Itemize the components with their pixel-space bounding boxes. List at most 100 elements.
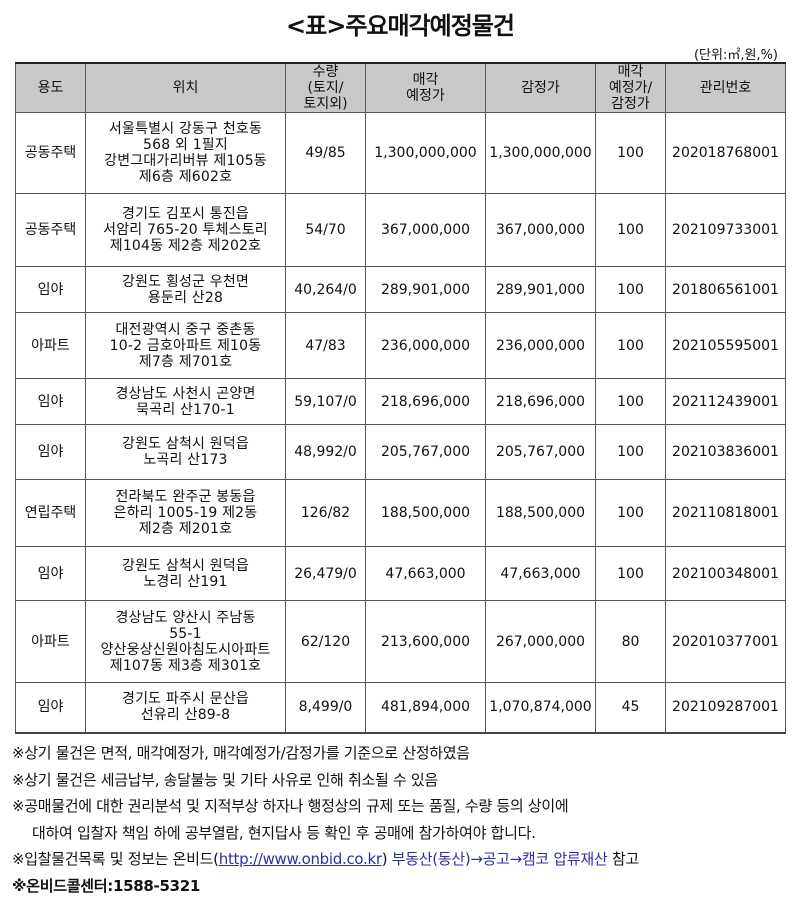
table-row: 임야 강원도 삼척시 원덕읍 노경리 산191 26,479/0 47,663,000… (15, 546, 786, 601)
cell-sale-price: 213,600,000 (365, 600, 486, 683)
table-row: 연립주택 전라북도 완주군 봉동읍 은하리 1005-19 제2동 제2층 제20… (15, 479, 786, 547)
note-1: ※상기 물건은 면적, 매각예정가, 매각예정가/감정가를 기준으로 산정하였음 (12, 744, 470, 762)
header-ratio: 매각 예정가/ 감정가 (595, 62, 666, 113)
table-row: 임야 경상남도 사천시 곤양면 묵곡리 산170-1 59,107/0 218,696… (15, 378, 786, 425)
table-row: 임야 강원도 횡성군 우천면 용둔리 산28 40,264/0 289,901,000… (15, 266, 786, 313)
cell-id: 202100348001 (665, 546, 786, 601)
cell-location: 경기도 파주시 문산읍 선유리 산89-8 (85, 682, 286, 733)
cell-appraisal: 367,000,000 (485, 193, 596, 267)
cell-appraisal: 289,901,000 (485, 266, 596, 313)
cell-use: 임야 (15, 682, 86, 733)
note-5-callcenter: ※온비드콜센터:1588-5321 (12, 876, 201, 895)
note-2: ※상기 물건은 세금납부, 송달불능 및 기타 사유로 인해 취소될 수 있음 (12, 770, 438, 789)
table-row: 공동주택 경기도 김포시 통진읍 서암리 765-20 투체스토리 제104동 제… (15, 193, 786, 267)
cell-id: 202110818001 (665, 479, 786, 547)
cell-appraisal: 188,500,000 (485, 479, 596, 547)
cell-sale-price: 205,767,000 (365, 424, 486, 480)
header-location: 위치 (85, 62, 286, 113)
cell-sale-price: 367,000,000 (365, 193, 486, 267)
cell-ratio: 100 (595, 546, 666, 601)
cell-location: 강원도 횡성군 우천면 용둔리 산28 (85, 266, 286, 313)
cell-id: 202105595001 (665, 312, 786, 379)
cell-appraisal: 218,696,000 (485, 378, 596, 425)
cell-sale-price: 218,696,000 (365, 378, 486, 425)
cell-quantity: 54/70 (285, 193, 366, 267)
cell-quantity: 47/83 (285, 312, 366, 379)
cell-id: 202010377001 (665, 600, 786, 683)
cell-id: 202018768001 (665, 112, 786, 194)
note-3-cont: 대하여 입찰자 책임 하에 공부열람, 현지답사 등 확인 후 공매에 참가하여… (32, 823, 536, 842)
cell-ratio: 100 (595, 112, 666, 194)
cell-location: 경상남도 사천시 곤양면 묵곡리 산170-1 (85, 378, 286, 425)
cell-appraisal: 47,663,000 (485, 546, 596, 601)
cell-appraisal: 205,767,000 (485, 424, 596, 480)
page-title: <표>주요매각예정물건 (286, 12, 515, 40)
cell-location: 강원도 삼척시 원덕읍 노곡리 산173 (85, 424, 286, 480)
cell-use: 임야 (15, 266, 86, 313)
cell-quantity: 26,479/0 (285, 546, 366, 601)
table-row: 아파트 경상남도 양산시 주남동 55-1 양산웅상신원아침도시아파트 제107동… (15, 600, 786, 683)
table-header-row: 용도 위치 수량 (토지/ 토지외) 매각 예정가 감정가 매각 예정가/ 감정가 관리번호 (15, 62, 786, 113)
cell-id: 202103836001 (665, 424, 786, 480)
cell-ratio: 80 (595, 600, 666, 683)
cell-use: 임야 (15, 378, 86, 425)
table-row: 아파트 대전광역시 중구 중촌동 10-2 금호아파트 제10동 제7층 제701… (15, 312, 786, 379)
onbid-link[interactable]: http://www.onbid.co.kr (218, 850, 382, 868)
cell-sale-price: 1,300,000,000 (365, 112, 486, 194)
cell-use: 공동주택 (15, 193, 86, 267)
cell-sale-price: 481,894,000 (365, 682, 486, 733)
cell-ratio: 100 (595, 193, 666, 267)
header-quantity: 수량 (토지/ 토지외) (285, 62, 366, 113)
table-row: 공동주택 서울특별시 강동구 천호동 568 외 1필지 강변그대가리버뷰 제10… (15, 112, 786, 194)
cell-appraisal: 236,000,000 (485, 312, 596, 379)
header-use: 용도 (15, 62, 86, 113)
table-row: 임야 강원도 삼척시 원덕읍 노곡리 산173 48,992/0 205,767,00… (15, 424, 786, 480)
cell-ratio: 100 (595, 266, 666, 313)
note-4-prefix: ※입찰물건목록 및 정보는 온비드( (12, 850, 219, 868)
cell-use: 아파트 (15, 312, 86, 379)
cell-use: 연립주택 (15, 479, 86, 547)
cell-ratio: 45 (595, 682, 666, 733)
cell-location: 전라북도 완주군 봉동읍 은하리 1005-19 제2동 제2층 제201호 (85, 479, 286, 547)
cell-ratio: 100 (595, 312, 666, 379)
notes: ※상기 물건은 면적, 매각예정가, 매각예정가/감정가를 기준으로 산정하였음… (12, 740, 639, 899)
note-4: ※입찰물건목록 및 정보는 온비드(http://www.onbid.co.kr… (12, 846, 639, 873)
cell-use: 임야 (15, 546, 86, 601)
cell-location: 대전광역시 중구 중촌동 10-2 금호아파트 제10동 제7층 제701호 (85, 312, 286, 379)
cell-use: 임야 (15, 424, 86, 480)
cell-use: 아파트 (15, 600, 86, 683)
cell-ratio: 100 (595, 424, 666, 480)
property-table: 용도 위치 수량 (토지/ 토지외) 매각 예정가 감정가 매각 예정가/ 감정가 관리번호… (15, 62, 786, 734)
note-3: ※공매물건에 대한 권리분석 및 지적부상 하자나 행정상의 규제 또는 품질,… (12, 797, 569, 815)
note-4-suffix: 참고 (611, 850, 639, 868)
cell-location: 경상남도 양산시 주남동 55-1 양산웅상신원아침도시아파트 제107동 제3… (85, 600, 286, 683)
cell-ratio: 100 (595, 378, 666, 425)
cell-location: 강원도 삼척시 원덕읍 노경리 산191 (85, 546, 286, 601)
header-sale-price: 매각 예정가 (365, 62, 486, 113)
unit-label: (단위:㎡,원,%) (693, 48, 778, 63)
cell-sale-price: 47,663,000 (365, 546, 486, 601)
table-row: 임야 경기도 파주시 문산읍 선유리 산89-8 8,499/0 481,894,00… (15, 682, 786, 733)
cell-id: 202112439001 (665, 378, 786, 425)
cell-quantity: 59,107/0 (285, 378, 366, 425)
cell-quantity: 8,499/0 (285, 682, 366, 733)
cell-location: 경기도 김포시 통진읍 서암리 765-20 투체스토리 제104동 제2층 제… (85, 193, 286, 267)
cell-sale-price: 289,901,000 (365, 266, 486, 313)
cell-ratio: 100 (595, 479, 666, 547)
cell-location: 서울특별시 강동구 천호동 568 외 1필지 강변그대가리버뷰 제105동 제… (85, 112, 286, 194)
cell-quantity: 62/120 (285, 600, 366, 683)
note-4-paren: ) (381, 850, 388, 868)
cell-id: 201806561001 (665, 266, 786, 313)
cell-quantity: 48,992/0 (285, 424, 366, 480)
header-id: 관리번호 (665, 62, 786, 113)
note-4-path: 부동산(동산)→공고→캠코 압류재산 (391, 850, 608, 868)
cell-use: 공동주택 (15, 112, 86, 194)
cell-quantity: 49/85 (285, 112, 366, 194)
cell-sale-price: 188,500,000 (365, 479, 486, 547)
cell-appraisal: 267,000,000 (485, 600, 596, 683)
cell-id: 202109287001 (665, 682, 786, 733)
header-appraisal: 감정가 (485, 62, 596, 113)
cell-appraisal: 1,070,874,000 (485, 682, 596, 733)
cell-quantity: 126/82 (285, 479, 366, 547)
cell-quantity: 40,264/0 (285, 266, 366, 313)
